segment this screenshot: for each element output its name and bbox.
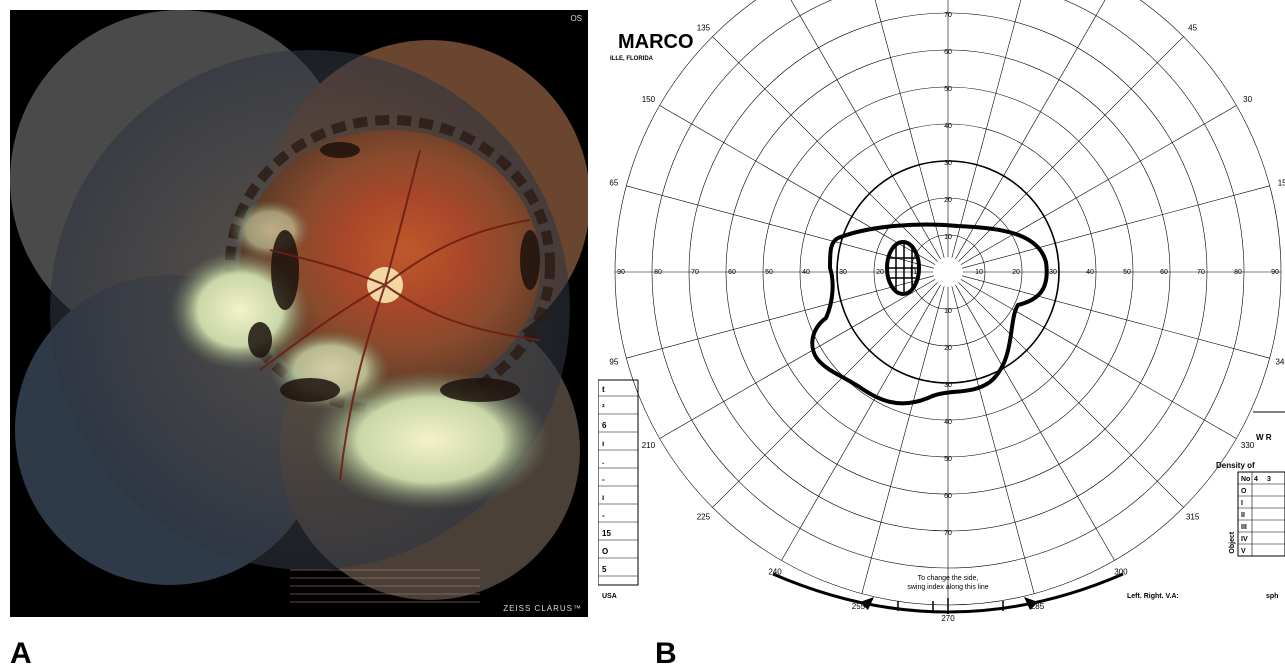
radial-label: 30 (944, 160, 952, 167)
radial-label: 50 (944, 456, 952, 463)
horizontal-label: 40 (1086, 269, 1094, 276)
swing-note-2: swing index along this line (907, 584, 988, 591)
radial-label: 60 (944, 49, 952, 56)
angle-label: 270 (941, 614, 955, 623)
horizontal-label: 50 (1123, 269, 1131, 276)
eye-label: OS (570, 14, 582, 23)
horizontal-label: 60 (728, 269, 736, 276)
angle-label: 210 (642, 441, 656, 450)
angle-label: 300 (1114, 568, 1128, 577)
radial-label: 10 (944, 234, 952, 241)
strip-entry: - (602, 511, 605, 520)
swing-note-1: To change the side, (918, 575, 979, 582)
strip-entry: t (602, 385, 605, 394)
radial-label: 70 (944, 530, 952, 537)
horizontal-label: 30 (839, 269, 847, 276)
object-label: Object (1229, 531, 1236, 553)
angle-label: 30 (1243, 95, 1252, 104)
chart-location: ILLE, FLORIDA (610, 56, 654, 62)
horizontal-label: 90 (1271, 269, 1279, 276)
perimetry-chart: 1201059075604530150345330315300285270255… (598, 0, 1285, 640)
panel-label-a: A (10, 637, 32, 670)
swing-arrow-left (860, 597, 874, 610)
horizontal-label: 30 (1049, 269, 1057, 276)
strip-entry: O (602, 547, 608, 556)
radial-label: 30 (944, 382, 952, 389)
horizontal-label: 70 (691, 269, 699, 276)
angle-label: 45 (1188, 23, 1197, 32)
density-label: Density of (1216, 461, 1255, 470)
angle-label: 150 (642, 95, 656, 104)
angle-label: 330 (1241, 441, 1255, 450)
isopter-outer (810, 222, 1049, 406)
fundus-image (10, 10, 588, 603)
table-header: 4 (1254, 476, 1258, 483)
strip-entry: ı (602, 439, 604, 448)
table-row: O (1241, 488, 1247, 495)
table-header: No (1241, 476, 1250, 483)
horizontal-label: 70 (1197, 269, 1205, 276)
angle-label: 240 (768, 568, 782, 577)
angle-label: 15 (1278, 178, 1285, 187)
horizontal-label: 20 (876, 269, 884, 276)
horizontal-label: 80 (1234, 269, 1242, 276)
panel-label-b: B (655, 637, 677, 670)
angle-label: 225 (697, 513, 711, 522)
table-header: 3 (1267, 476, 1271, 483)
horizontal-label: 10 (975, 269, 983, 276)
scotoma-hatch (888, 244, 918, 292)
strip-entry: . (602, 457, 604, 466)
perimetry-grid: 1201059075604530150345330315300285270255… (598, 0, 1285, 623)
radial-label: 60 (944, 493, 952, 500)
angle-label: 65 (609, 178, 618, 187)
radial-label: 40 (944, 419, 952, 426)
horizontal-label: 60 (1160, 269, 1168, 276)
swing-arrow-right (1024, 597, 1038, 610)
horizontal-label: 20 (1012, 269, 1020, 276)
angle-label: 255 (852, 602, 866, 611)
table-row: II (1241, 512, 1245, 519)
fundus-photo: OS ZEISS CLARUS™ (10, 10, 588, 617)
radial-label: 40 (944, 123, 952, 130)
chart-brand: MARCO (618, 31, 694, 53)
strip-entry: 15 (602, 529, 611, 538)
strip-entry: ² (602, 403, 605, 412)
strip-entry: 6 (602, 421, 607, 430)
table-row: I (1241, 500, 1243, 507)
left-strip (598, 379, 639, 586)
table-row: IV (1241, 536, 1248, 543)
scotoma-marker (885, 240, 921, 296)
wr-label: W R (1256, 433, 1272, 442)
strip-entry: 5 (602, 565, 607, 574)
strip-entry: ı (602, 493, 604, 502)
radial-label: 50 (944, 86, 952, 93)
angle-label: 95 (609, 358, 618, 367)
sph-label: sph (1266, 593, 1278, 600)
brand-watermark: ZEISS CLARUS™ (503, 604, 582, 613)
horizontal-label: 50 (765, 269, 773, 276)
table-row: III (1241, 524, 1247, 531)
radial-label: 20 (944, 197, 952, 204)
strip-entry: - (602, 475, 605, 484)
radial-label: 70 (944, 12, 952, 19)
angle-label: 285 (1031, 602, 1045, 611)
radial-label: 10 (944, 308, 952, 315)
footer-usa: USA (602, 593, 617, 600)
angle-label: 135 (697, 23, 711, 32)
radial-label: 20 (944, 345, 952, 352)
table-row: V (1241, 548, 1246, 555)
horizontal-label: 40 (802, 269, 810, 276)
horizontal-label: 80 (654, 269, 662, 276)
horizontal-label: 90 (617, 269, 625, 276)
eye-fields: Left. Right. V.A: (1127, 593, 1179, 600)
angle-label: 315 (1186, 513, 1200, 522)
angle-label: 345 (1275, 358, 1285, 367)
